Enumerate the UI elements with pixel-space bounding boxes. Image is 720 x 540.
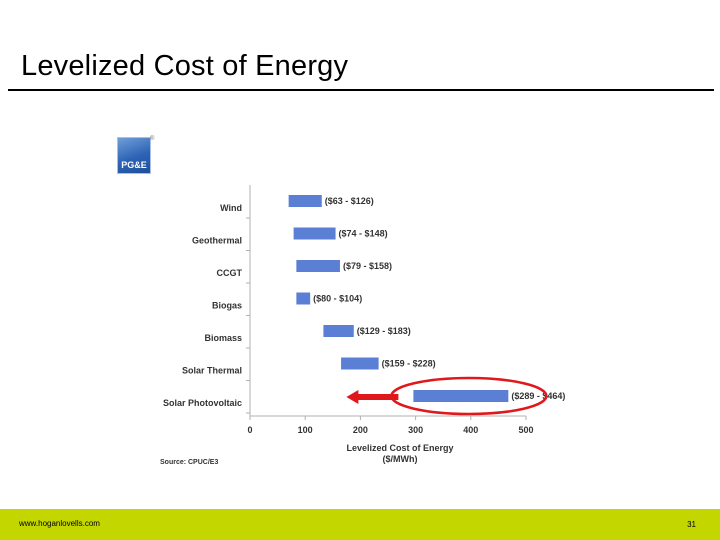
highlight-arrow (346, 390, 399, 404)
category-label: Solar Photovoltaic (163, 398, 242, 408)
range-bar (293, 227, 336, 240)
x-tick-label: 0 (247, 425, 252, 435)
range-bar (296, 292, 311, 305)
page-number: 31 (687, 520, 696, 529)
category-label: Solar Thermal (182, 366, 242, 376)
range-bar (323, 325, 354, 337)
registered-mark: ® (150, 136, 155, 142)
range-label: ($79 - $158) (343, 261, 392, 271)
range-label: ($289 - $464) (511, 391, 565, 401)
range-bar (288, 195, 322, 207)
footer-url[interactable]: www.hoganlovells.com (19, 519, 100, 528)
title-divider (8, 89, 714, 91)
pge-logo-text: PG&E (121, 160, 147, 170)
category-label: Biomass (204, 333, 242, 343)
pge-logo: PG&E (117, 137, 151, 174)
slide-title: Levelized Cost of Energy (21, 50, 349, 82)
range-bar (296, 260, 340, 272)
footer-bar: www.hoganlovells.com 31 (0, 509, 720, 540)
category-label: CCGT (217, 268, 243, 278)
range-label: ($80 - $104) (313, 294, 362, 304)
range-label: ($63 - $126) (325, 196, 374, 206)
x-tick-label: 200 (353, 425, 368, 435)
chart-source: Source: CPUC/E3 (160, 459, 219, 466)
x-tick-label: 400 (463, 425, 478, 435)
category-label: Wind (220, 203, 242, 213)
range-label: ($129 - $183) (357, 326, 411, 336)
range-label: ($74 - $148) (339, 229, 388, 239)
range-bar (413, 390, 509, 402)
range-label: ($159 - $228) (382, 359, 436, 369)
x-axis-unit: ($/MWh) (383, 454, 418, 464)
x-tick-label: 300 (408, 425, 423, 435)
category-label: Geothermal (192, 236, 242, 246)
x-tick-label: 100 (298, 425, 313, 435)
range-bar (341, 357, 379, 370)
x-axis-title: Levelized Cost of Energy (346, 443, 453, 453)
x-tick-label: 500 (518, 425, 533, 435)
category-label: Biogas (212, 301, 242, 311)
